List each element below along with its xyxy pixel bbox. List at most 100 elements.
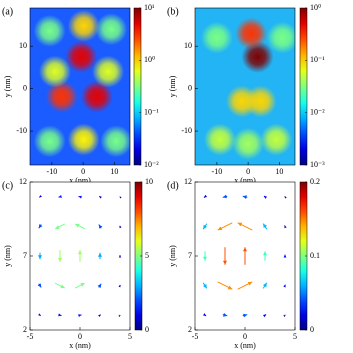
arrow	[38, 224, 43, 229]
x-tick-label: -10	[212, 167, 223, 176]
x-tick-label: 0	[81, 167, 85, 176]
arrow	[217, 222, 233, 231]
colorbar-tick-label: 10⁻²	[144, 160, 159, 169]
intensity-blob	[39, 55, 71, 88]
intensity-blob	[100, 125, 130, 158]
arrow	[203, 194, 208, 198]
arrow	[237, 222, 253, 231]
colorbar-tick-label: 0.2	[310, 177, 320, 186]
intensity-blob	[45, 80, 78, 113]
arrow	[263, 195, 268, 199]
arrow	[217, 281, 233, 290]
colorbar-tick-label: 5	[145, 251, 149, 260]
x-tick-label: -10	[47, 167, 58, 176]
intensity-blob	[95, 13, 128, 46]
x-tick-label: 0	[246, 167, 250, 176]
intensity-blob	[232, 127, 265, 160]
panel-label: (b)	[167, 6, 179, 17]
arrow	[98, 314, 102, 318]
arrow	[262, 314, 267, 318]
colorbar-tick-label: 0	[145, 325, 149, 334]
arrow	[98, 224, 103, 229]
arrow	[222, 312, 228, 317]
y-tick-label: 7	[188, 251, 192, 260]
y-axis-label: y (nm)	[3, 245, 12, 267]
arrow	[74, 282, 86, 289]
intensity-blob	[260, 123, 293, 156]
intensity-blob	[266, 21, 295, 54]
arrow	[118, 284, 121, 288]
colorbar-tick-label: 0	[310, 325, 314, 334]
y-tick-label: 12	[19, 177, 27, 186]
arrow	[98, 252, 102, 260]
arrow	[98, 195, 102, 199]
data-layer	[200, 17, 295, 160]
arrow	[284, 196, 287, 199]
y-tick-label: 0	[23, 83, 27, 92]
x-tick-label: -5	[192, 332, 199, 341]
colorbar-tick-label: 10	[145, 177, 153, 186]
intensity-blob	[200, 21, 233, 54]
y-tick-label: 10	[19, 41, 27, 50]
intensity-blob	[65, 40, 98, 73]
arrow	[202, 282, 208, 289]
intensity-blob	[244, 85, 277, 118]
x-tick-label: 10	[275, 167, 283, 176]
arrow	[222, 194, 228, 199]
y-axis-label: y (nm)	[168, 75, 177, 97]
arrow	[119, 196, 122, 199]
arrow	[58, 194, 62, 198]
arrow	[203, 251, 207, 261]
arrow	[243, 247, 247, 265]
x-tick-label: 0	[243, 332, 247, 341]
arrow	[37, 283, 42, 288]
x-tick-label: 5	[293, 332, 297, 341]
colorbar	[133, 7, 142, 166]
data-layer	[202, 194, 287, 318]
intensity-blob	[80, 80, 113, 113]
intensity-blob	[67, 9, 100, 42]
x-axis-label: x (nm)	[69, 176, 91, 185]
y-tick-label: -10	[16, 126, 27, 135]
colorbar-tick-label: 0.1	[310, 251, 320, 260]
arrow	[262, 282, 268, 289]
y-axis-label: y (nm)	[3, 75, 12, 97]
x-tick-label: 0	[78, 332, 82, 341]
arrow	[38, 252, 42, 260]
arrow	[97, 283, 102, 288]
colorbar-tick-label: 10⁰	[144, 55, 155, 64]
x-tick-label: 10	[110, 167, 118, 176]
arrow	[263, 251, 267, 261]
arrow	[283, 254, 287, 258]
colorbar-tick-label: 10⁻¹	[144, 107, 159, 116]
colorbar-tick-label: 10⁻²	[310, 107, 325, 116]
arrow	[58, 250, 62, 262]
intensity-blob	[67, 123, 100, 156]
arrow	[78, 314, 82, 318]
intensity-blob	[92, 55, 125, 88]
arrow	[118, 255, 122, 258]
y-tick-label: 2	[23, 325, 27, 334]
intensity-blob	[235, 17, 268, 50]
arrow	[38, 194, 42, 198]
arrow	[242, 313, 248, 318]
arrow	[78, 195, 82, 199]
panel-label: (c)	[2, 180, 13, 191]
arrow	[78, 250, 82, 262]
x-tick-label: -5	[27, 332, 34, 341]
panel-label: (d)	[167, 180, 179, 191]
y-tick-label: -10	[181, 126, 192, 135]
colorbar-tick-label: 10⁻¹	[310, 55, 325, 64]
arrow	[202, 313, 207, 317]
y-tick-label: 0	[188, 83, 192, 92]
data-layer	[33, 9, 130, 158]
colorbar	[299, 7, 308, 166]
arrow	[283, 314, 286, 317]
data-layer	[37, 194, 122, 318]
arrow	[223, 247, 227, 265]
x-axis-label: x (nm)	[69, 341, 91, 350]
colorbar-tick-label: 10¹	[144, 3, 155, 12]
arrow	[284, 225, 287, 229]
arrow	[118, 314, 121, 317]
